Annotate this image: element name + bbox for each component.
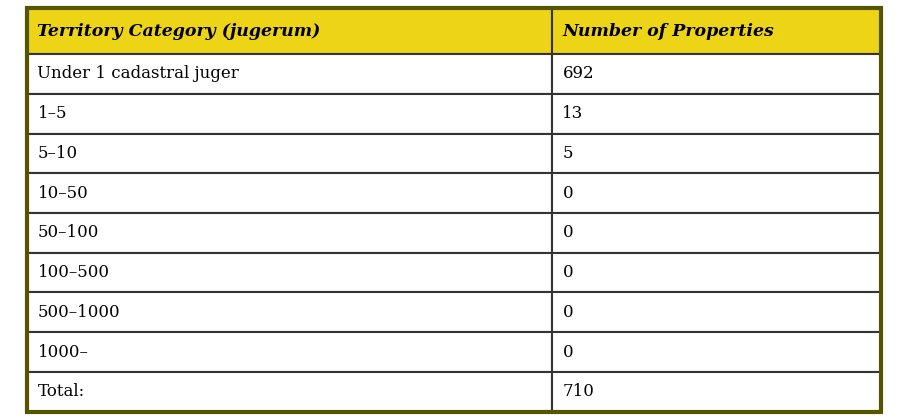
Text: Under 1 cadastral juger: Under 1 cadastral juger xyxy=(37,66,239,82)
Text: Territory Category (jugerum): Territory Category (jugerum) xyxy=(37,23,321,40)
Text: 0: 0 xyxy=(562,264,573,281)
Text: 500–1000: 500–1000 xyxy=(37,304,120,321)
Bar xyxy=(552,332,881,372)
Text: 50–100: 50–100 xyxy=(37,224,99,241)
Text: 710: 710 xyxy=(562,383,594,400)
Text: 0: 0 xyxy=(562,185,573,202)
Bar xyxy=(552,372,881,412)
Bar xyxy=(27,8,552,54)
Text: Number of Properties: Number of Properties xyxy=(562,23,775,40)
Text: 1000–: 1000– xyxy=(37,344,88,360)
Bar xyxy=(552,54,881,94)
Bar xyxy=(552,94,881,134)
Text: Total:: Total: xyxy=(37,383,84,400)
Bar xyxy=(552,8,881,54)
Text: 0: 0 xyxy=(562,344,573,360)
Text: 5–10: 5–10 xyxy=(37,145,77,162)
Bar xyxy=(27,372,552,412)
Text: 692: 692 xyxy=(562,66,594,82)
Text: 13: 13 xyxy=(562,105,584,122)
Bar xyxy=(552,213,881,253)
Bar xyxy=(552,292,881,332)
Text: 0: 0 xyxy=(562,304,573,321)
Bar xyxy=(27,253,552,292)
Bar xyxy=(552,253,881,292)
Text: 100–500: 100–500 xyxy=(37,264,110,281)
Bar xyxy=(27,292,552,332)
Text: 1–5: 1–5 xyxy=(37,105,67,122)
Text: 10–50: 10–50 xyxy=(37,185,88,202)
Bar xyxy=(27,54,552,94)
Bar xyxy=(27,173,552,213)
Text: 5: 5 xyxy=(562,145,573,162)
Bar xyxy=(27,213,552,253)
Text: 0: 0 xyxy=(562,224,573,241)
Bar xyxy=(27,332,552,372)
Bar xyxy=(552,173,881,213)
Bar xyxy=(27,134,552,173)
Bar xyxy=(552,134,881,173)
Bar xyxy=(27,94,552,134)
